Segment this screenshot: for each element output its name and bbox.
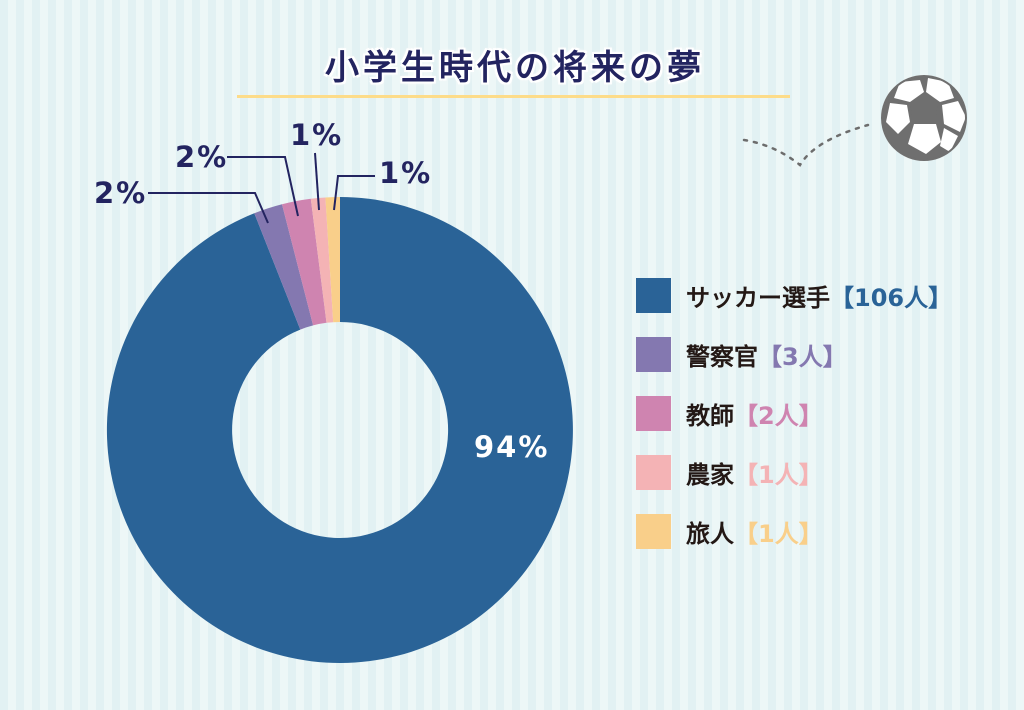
label-police-pct: 2%	[94, 176, 148, 210]
legend-item-soccer: サッカー選手 【106人】	[636, 266, 952, 325]
leader-traveler	[333, 175, 375, 211]
title-underline	[237, 95, 790, 98]
slice-farmer	[310, 197, 334, 323]
legend-count: 【106人】	[830, 284, 953, 312]
legend-label: 警察官	[686, 343, 758, 371]
legend-item-teacher: 教師 【2人】	[636, 384, 952, 443]
slice-teacher	[282, 198, 327, 326]
slice-soccer	[106, 197, 573, 663]
legend-label: サッカー選手	[686, 284, 830, 312]
leader-farmer	[314, 152, 320, 211]
legend-swatch	[636, 514, 671, 549]
legend: サッカー選手 【106人】 警察官 【3人】 教師 【2人】 農家 【1人】 旅…	[636, 266, 952, 561]
legend-item-traveler: 旅人 【1人】	[636, 502, 952, 561]
legend-swatch	[636, 455, 671, 490]
legend-label: 農家	[686, 461, 734, 489]
label-soccer-pct: 94%	[474, 430, 550, 464]
legend-count: 【1人】	[734, 520, 823, 548]
legend-swatch	[636, 396, 671, 431]
legend-label: 旅人	[686, 520, 734, 548]
legend-swatch	[636, 278, 671, 313]
ball-trajectory	[742, 123, 870, 167]
legend-item-farmer: 農家 【1人】	[636, 443, 952, 502]
slice-police	[254, 204, 314, 330]
legend-item-police: 警察官 【3人】	[636, 325, 952, 384]
legend-label: 教師	[686, 402, 734, 430]
leader-teacher	[227, 156, 299, 217]
legend-count: 【2人】	[734, 402, 823, 430]
label-farmer-pct: 1%	[290, 118, 344, 152]
slice-traveler	[325, 197, 340, 323]
soccer-ball-icon	[881, 75, 967, 161]
legend-count: 【3人】	[758, 343, 847, 371]
label-traveler-pct: 1%	[379, 156, 433, 190]
legend-swatch	[636, 337, 671, 372]
chart-title: 小学生時代の将来の夢	[325, 48, 705, 88]
leader-lines	[148, 152, 375, 224]
donut-slices	[106, 197, 573, 663]
leader-police	[148, 192, 269, 224]
label-teacher-pct: 2%	[175, 140, 229, 174]
legend-count: 【1人】	[734, 461, 823, 489]
